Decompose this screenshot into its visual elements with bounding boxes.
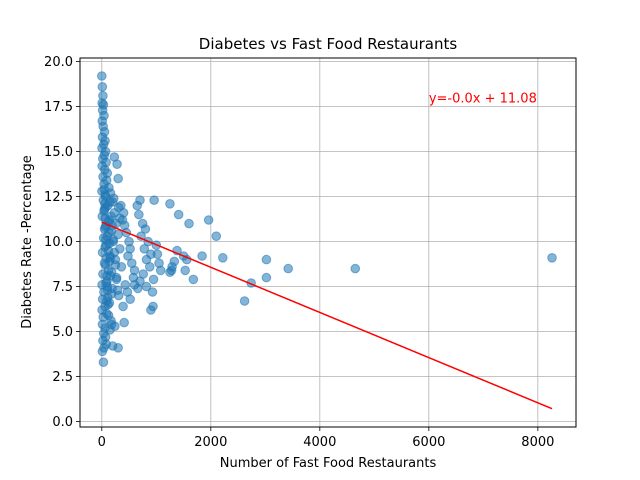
grid bbox=[80, 58, 576, 427]
data-point bbox=[99, 224, 110, 234]
data-point bbox=[102, 285, 113, 296]
y-axis-title: Diabetes Rate -Percentage bbox=[20, 155, 35, 329]
y-tick-label: 5.0 bbox=[52, 325, 73, 340]
data-point bbox=[169, 256, 180, 267]
data-point bbox=[103, 310, 114, 321]
data-point bbox=[155, 265, 166, 276]
x-tick-label: 6000 bbox=[412, 435, 445, 450]
x-tick-label: 2000 bbox=[194, 435, 227, 450]
y-tick-label: 17.5 bbox=[44, 100, 73, 115]
data-point bbox=[97, 346, 108, 357]
data-point bbox=[211, 231, 222, 241]
data-point bbox=[165, 267, 175, 278]
fit-line bbox=[101, 221, 553, 410]
data-point bbox=[135, 195, 145, 205]
axis-ticks: 0 2000 4000 6000 8000 0.0 2.5 5.0 7.5 10.0 12.5 15.… bbox=[44, 55, 554, 450]
y-tick-label: 20.0 bbox=[44, 55, 73, 70]
data-point bbox=[184, 218, 194, 229]
data-point bbox=[129, 280, 140, 290]
data-point bbox=[101, 252, 112, 263]
data-point bbox=[547, 252, 557, 263]
data-point bbox=[197, 251, 207, 261]
data-point bbox=[152, 249, 163, 259]
y-tick-label: 0.0 bbox=[52, 415, 73, 430]
data-point bbox=[106, 319, 117, 330]
data-point bbox=[109, 152, 120, 162]
x-tick-label: 8000 bbox=[521, 435, 554, 450]
data-point bbox=[218, 252, 228, 263]
data-point bbox=[114, 213, 125, 223]
data-point bbox=[139, 244, 150, 254]
data-point bbox=[261, 272, 272, 283]
x-tick-label: 4000 bbox=[303, 435, 336, 450]
y-tick-label: 12.5 bbox=[44, 190, 73, 205]
data-point bbox=[203, 215, 214, 225]
data-point bbox=[100, 199, 110, 209]
data-point bbox=[103, 299, 113, 310]
data-point bbox=[102, 271, 112, 281]
chart-title: Diabetes vs Fast Food Restaurants bbox=[199, 35, 458, 53]
x-axis-title: Number of Fast Food Restaurants bbox=[220, 456, 437, 471]
data-point bbox=[180, 265, 190, 276]
data-point bbox=[148, 301, 158, 312]
data-point bbox=[113, 343, 123, 353]
data-point bbox=[97, 71, 107, 81]
data-point bbox=[97, 82, 108, 92]
data-point bbox=[147, 287, 158, 297]
data-point bbox=[188, 274, 199, 285]
x-tick-label: 0 bbox=[98, 435, 106, 450]
y-tick-label: 2.5 bbox=[52, 370, 73, 385]
plot-frame bbox=[79, 57, 577, 428]
data-point bbox=[99, 184, 110, 195]
data-point bbox=[119, 317, 129, 328]
data-point bbox=[239, 296, 250, 306]
data-point bbox=[98, 357, 109, 368]
data-point bbox=[100, 213, 111, 223]
data-point bbox=[140, 224, 151, 234]
data-point bbox=[113, 173, 123, 184]
y-tick-label: 7.5 bbox=[52, 280, 73, 295]
regression-annotation: y=-0.0x + 11.08 bbox=[429, 92, 537, 107]
data-point bbox=[261, 254, 272, 265]
y-tick-label: 10.0 bbox=[44, 235, 73, 250]
data-point bbox=[173, 209, 184, 220]
data-point bbox=[113, 202, 124, 213]
data-point bbox=[144, 262, 155, 272]
y-tick-label: 15.0 bbox=[44, 145, 73, 160]
data-point bbox=[165, 199, 175, 209]
data-point bbox=[149, 195, 159, 205]
data-point bbox=[134, 209, 144, 220]
data-points bbox=[97, 71, 557, 368]
data-point bbox=[148, 274, 159, 285]
data-point bbox=[283, 263, 294, 274]
data-point bbox=[101, 235, 111, 245]
fit-line-layer bbox=[101, 221, 553, 410]
data-point bbox=[350, 263, 361, 274]
data-point bbox=[118, 301, 128, 312]
data-point bbox=[125, 294, 135, 305]
